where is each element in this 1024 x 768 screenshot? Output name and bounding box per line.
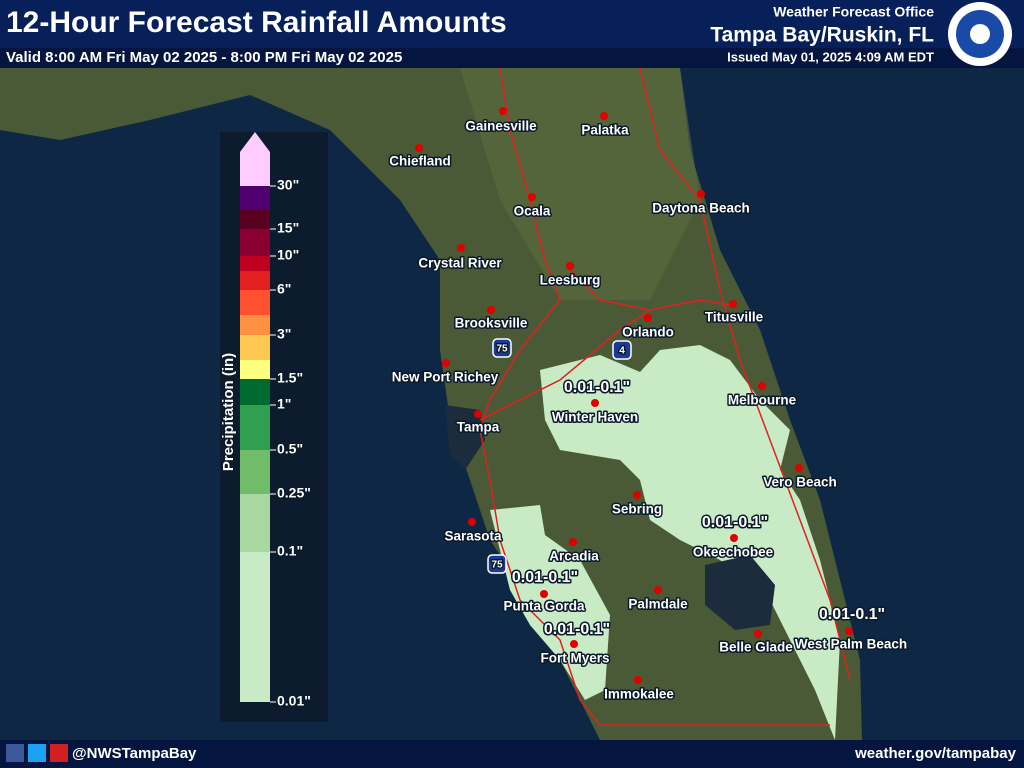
city-label: Okeechobee [693,545,774,560]
interstate-shield [487,554,507,574]
legend-label: 1" [277,396,291,412]
city-label: Fort Myers [540,651,609,666]
rainfall-label: 0.01-0.1" [564,379,630,396]
city-label: Palmdale [628,597,688,612]
city-dot [730,534,738,542]
facebook-icon[interactable] [6,744,24,762]
legend-label: 15" [277,220,299,236]
city-label: Winter Haven [552,410,638,425]
roads [479,67,851,726]
social-handle[interactable]: @NWSTampaBay [72,745,197,762]
city-dot [499,107,507,115]
city-dot [634,676,642,684]
valid-time: Valid 8:00 AM Fri May 02 2025 - 8:00 PM … [6,49,402,66]
city-dot [654,586,662,594]
footer: @NWSTampaBay weather.gov/tampabay [0,740,1024,768]
city-label: Arcadia [549,549,599,564]
city-label: Ocala [514,204,551,219]
rainfall-label: 0.01-0.1" [702,514,768,531]
city-dot [591,399,599,407]
city-dot [540,590,548,598]
city-dot [528,193,536,201]
city-label: Gainesville [465,119,537,134]
website[interactable]: weather.gov/tampabay [854,745,1017,762]
interstate-shield [492,338,512,358]
youtube-icon[interactable] [50,744,68,762]
lake-okeechobee [705,555,775,630]
rainfall-label: 0.01-0.1" [819,606,885,623]
city-dot [754,630,762,638]
city-dot [795,464,803,472]
location: Tampa Bay/Ruskin, FL [710,24,934,47]
interstate-number: 4 [619,346,625,357]
city-label: Sebring [612,502,662,517]
legend-label: 30" [277,177,299,193]
city-label: Melbourne [728,393,797,408]
city-label: Sarasota [444,529,502,544]
legend-label: 0.25" [277,485,311,501]
rainfall-label: 0.01-0.1" [512,569,578,586]
city-dot [600,112,608,120]
city-dot [468,518,476,526]
city-label: Tampa [457,420,500,435]
city-label: Daytona Beach [652,201,750,216]
city-label: Chiefland [389,154,451,169]
interstate-number: 75 [491,560,503,571]
legend-label: 0.1" [277,543,303,559]
city-dot [633,491,641,499]
city-label: Brooksville [455,316,528,331]
land-shade [460,68,700,300]
twitter-icon[interactable] [28,744,46,762]
city-dot [442,359,450,367]
city-dot [644,314,652,322]
city-label: West Palm Beach [795,637,907,652]
city-label: Vero Beach [763,475,837,490]
city-label: Titusville [705,310,764,325]
city-dot [457,244,465,252]
legend-label: 1.5" [277,370,303,386]
legend-title: Precipitation (in) [220,353,237,471]
legend-label: 0.01" [277,693,311,709]
issued: Issued May 01, 2025 4:09 AM EDT [727,49,934,64]
city-label: Immokalee [604,687,674,702]
tampa-bay [445,405,485,470]
header: 12-Hour Forecast Rainfall Amounts Valid … [0,0,1024,68]
city-dot [569,538,577,546]
city-dot [729,300,737,308]
legend-label: 0.5" [277,441,303,457]
city-dot [697,190,705,198]
city-dot [570,640,578,648]
legend: Precipitation (in) 0.01" 0.1" 0.25" 0.5" 1" 1… [218,132,328,722]
city-label: Palatka [581,123,629,138]
office: Weather Forecast Office [773,4,934,20]
legend-label: 6" [277,281,291,297]
rain-area [490,345,840,740]
interstate-number: 75 [496,344,508,355]
city-dot [845,627,853,635]
city-dot [566,262,574,270]
city-dot [758,382,766,390]
city-dot [415,144,423,152]
title: 12-Hour Forecast Rainfall Amounts [6,6,507,39]
city-label: Leesburg [540,273,601,288]
rainfall-label: 0.01-0.1" [544,621,610,638]
city-dot [474,410,482,418]
city-label: Belle Glade [719,640,793,655]
legend-label: 10" [277,247,299,263]
city-dot [487,306,495,314]
legend-label: 3" [277,326,291,342]
interstate-shield [612,340,632,360]
city-label: Punta Gorda [503,599,584,614]
city-label: New Port Richey [392,370,499,385]
city-label: Orlando [622,325,674,340]
city-label: Crystal River [418,256,502,271]
